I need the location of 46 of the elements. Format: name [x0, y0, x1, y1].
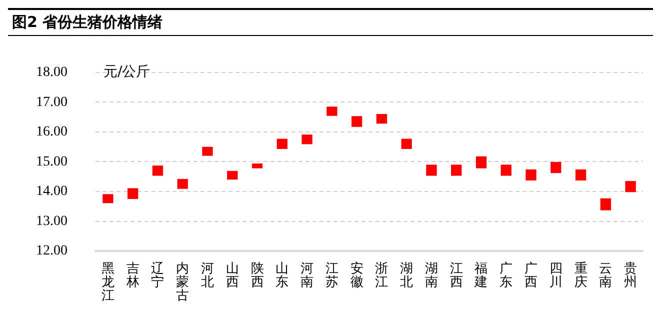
x-tick-label: 辽宁 — [151, 261, 164, 290]
x-tick-label: 江西 — [450, 261, 463, 290]
candlestick — [276, 138, 288, 149]
candlestick — [351, 116, 362, 128]
x-tick-label: 湖北 — [400, 261, 414, 290]
candlestick — [426, 164, 437, 176]
x-tick-label: 广西 — [524, 261, 538, 290]
x-tick-label: 浙江 — [375, 261, 388, 290]
y-tick-label: 15.00 — [36, 154, 68, 170]
candlestick — [575, 169, 586, 181]
y-tick-label: 14.00 — [36, 184, 68, 200]
candlestick — [451, 164, 462, 176]
x-tick-label: 贵州 — [624, 261, 638, 290]
x-tick-label: 重庆 — [574, 261, 588, 290]
candlestick — [625, 181, 636, 192]
y-tick-label: 18.00 — [36, 65, 68, 80]
candlestick — [152, 166, 164, 176]
x-tick-label: 黑龙江 — [101, 261, 114, 304]
y-tick-label: 17.00 — [36, 94, 68, 110]
x-tick-label: 福建 — [474, 261, 488, 290]
x-tick-label: 内蒙古 — [176, 261, 190, 304]
x-tick-label: 江苏 — [325, 261, 338, 290]
x-tick-label: 陕西 — [250, 261, 264, 290]
x-tick-label: 吉林 — [125, 261, 140, 290]
x-tick-label: 山东 — [276, 261, 289, 290]
x-tick-label: 山西 — [226, 261, 239, 290]
x-tick-label: 河北 — [200, 261, 214, 290]
y-tick-label: 13.00 — [36, 214, 68, 229]
candlestick — [550, 162, 562, 174]
candlestick — [128, 188, 138, 199]
candlestick — [401, 138, 412, 149]
x-tick-label: 河南 — [300, 261, 314, 290]
chart-title: 图2 省份生猪价格情绪 — [8, 8, 653, 36]
candlestick — [526, 169, 536, 181]
candlestick — [600, 198, 611, 210]
candlestick — [476, 156, 487, 168]
x-tick-label: 四川 — [549, 261, 562, 290]
x-tick-label: 安徽 — [350, 260, 364, 290]
x-tick-label: 广东 — [500, 261, 513, 290]
y-tick-label: 12.00 — [36, 244, 68, 259]
y-axis-title: 元/公斤 — [104, 64, 150, 80]
x-tick-label: 湖南 — [424, 261, 438, 290]
candlestick — [177, 178, 188, 189]
y-tick-label: 16.00 — [36, 124, 68, 140]
x-tick-label: 云南 — [599, 261, 612, 290]
candlestick — [500, 164, 512, 176]
